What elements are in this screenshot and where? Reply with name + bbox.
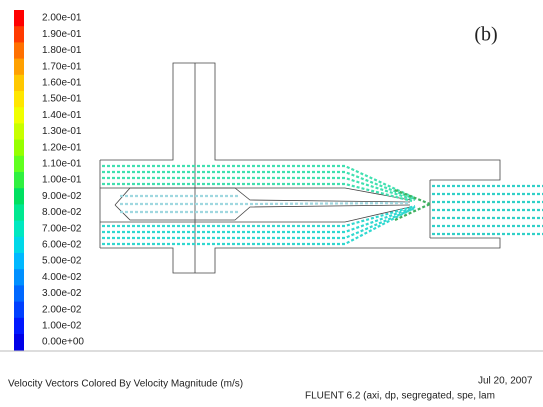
colorbar-label: 8.00e-02 (42, 207, 82, 218)
color-swatch (14, 10, 24, 27)
colorbar-label: 0.00e+00 (42, 337, 84, 348)
color-swatch (14, 253, 24, 270)
colorbar-label: 7.00e-02 (42, 223, 82, 234)
footer-title: Velocity Vectors Colored By Velocity Mag… (8, 379, 243, 390)
colorbar-label: 9.00e-02 (42, 191, 82, 202)
colorbar-label: 2.00e-02 (42, 304, 82, 315)
color-swatch (14, 123, 24, 140)
screenshot: (b) 2.00e-01 1.90e-01 1.80e-01 1.70e-01 1.60… (0, 0, 543, 407)
footer-date: Jul 20, 2007 (478, 376, 533, 387)
color-swatch (14, 26, 24, 43)
color-swatch (14, 91, 24, 108)
panel-label: (b) (474, 24, 497, 46)
color-swatch (14, 318, 24, 335)
colorbar-label: 1.50e-01 (42, 94, 82, 105)
color-swatch (14, 140, 24, 157)
footer-solver: FLUENT 6.2 (axi, dp, segregated, spe, la… (305, 391, 495, 402)
color-swatch (14, 42, 24, 59)
color-swatch (14, 156, 24, 173)
color-swatch (14, 269, 24, 286)
color-swatch (14, 221, 24, 238)
color-swatch (14, 188, 24, 205)
color-swatch (14, 59, 24, 76)
color-swatch (14, 302, 24, 319)
color-swatch (14, 204, 24, 221)
colorbar-label: 1.80e-01 (42, 45, 82, 56)
fluent-view: (b) 2.00e-01 1.90e-01 1.80e-01 1.70e-01 1.60… (0, 0, 543, 407)
colorbar-label: 1.20e-01 (42, 142, 82, 153)
color-swatch (14, 107, 24, 124)
colorbar-label: 6.00e-02 (42, 240, 82, 251)
color-swatch (14, 237, 24, 254)
colorbar-label: 1.30e-01 (42, 126, 82, 137)
colorbar-label: 1.10e-01 (42, 159, 82, 170)
colorbar-label: 5.00e-02 (42, 256, 82, 267)
colorbar-label: 1.00e-02 (42, 321, 82, 332)
colorbar-label: 1.70e-01 (42, 61, 82, 72)
colorbar-label: 4.00e-02 (42, 272, 82, 283)
color-swatch (14, 75, 24, 92)
colorbar-label: 1.00e-01 (42, 175, 82, 186)
colorbar-label: 1.40e-01 (42, 110, 82, 121)
colorbar-label: 3.00e-02 (42, 288, 82, 299)
colorbar-label: 1.60e-01 (42, 78, 82, 89)
colorbar-label: 2.00e-01 (42, 13, 82, 24)
color-swatch (14, 285, 24, 302)
colorbar-label: 1.90e-01 (42, 29, 82, 40)
color-swatch (14, 334, 24, 351)
color-swatch (14, 172, 24, 189)
